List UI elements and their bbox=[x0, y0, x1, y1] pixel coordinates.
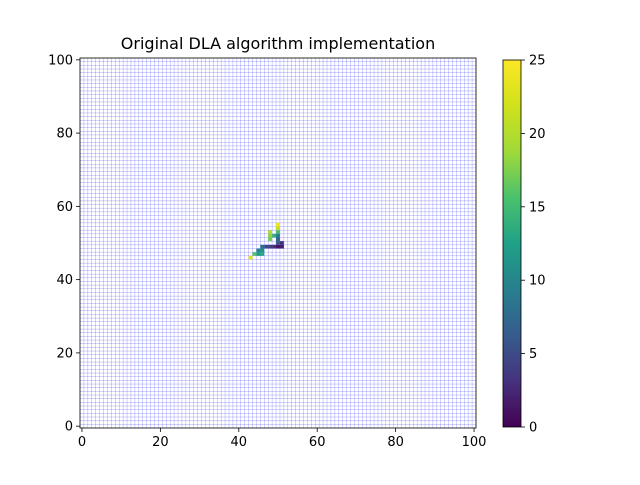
colorbar-tick-label: 25 bbox=[529, 54, 546, 69]
chart-title: Original DLA algorithm implementation bbox=[121, 34, 435, 53]
heatmap-cell bbox=[276, 222, 280, 227]
heatmap-cell bbox=[256, 248, 261, 253]
aggregate-cells bbox=[248, 222, 284, 260]
y-tick-label: 100 bbox=[48, 53, 73, 68]
heatmap-cell bbox=[272, 233, 277, 238]
x-tick-label: 0 bbox=[78, 435, 86, 450]
heatmap-cell bbox=[268, 244, 273, 249]
heatmap-cell bbox=[248, 255, 253, 260]
colorbar-gradient bbox=[503, 60, 521, 427]
x-tick-label: 80 bbox=[387, 435, 404, 450]
x-tick-label: 40 bbox=[231, 435, 248, 450]
heatmap-cell bbox=[260, 248, 265, 253]
heatmap-cell bbox=[276, 237, 280, 242]
colorbar-tick-label: 15 bbox=[529, 200, 546, 215]
heatmap-cell bbox=[279, 241, 284, 245]
heatmap-cell bbox=[260, 244, 265, 249]
x-tick-label: 100 bbox=[462, 435, 487, 450]
heatmap-cell bbox=[276, 226, 280, 231]
y-tick-label: 80 bbox=[56, 127, 73, 142]
plot-area: 0 20 40 60 80 100 0 20 40 60 80 100 bbox=[48, 53, 486, 450]
heatmap-cell bbox=[268, 237, 273, 242]
heatmap-cell bbox=[279, 244, 284, 249]
heatmap-cell bbox=[260, 252, 265, 256]
colorbar-tick-label: 20 bbox=[529, 127, 546, 142]
heatmap-cell bbox=[252, 252, 257, 256]
y-tick-label: 0 bbox=[65, 420, 73, 435]
x-tick-label: 60 bbox=[309, 435, 326, 450]
heatmap-cell bbox=[268, 233, 273, 238]
colorbar-tick-label: 5 bbox=[529, 347, 537, 362]
plot-frame bbox=[79, 57, 477, 429]
colorbar-tick-label: 0 bbox=[529, 421, 537, 436]
colorbar-tick-label: 10 bbox=[529, 274, 546, 289]
y-tick-label: 20 bbox=[56, 346, 73, 361]
heatmap-cell bbox=[272, 244, 277, 249]
heatmap-cell bbox=[276, 241, 280, 245]
colorbar-frame bbox=[502, 59, 522, 428]
heatmap-cell bbox=[264, 244, 269, 249]
colorbar: 0 5 10 15 20 25 bbox=[502, 54, 546, 436]
y-tick-label: 40 bbox=[56, 273, 73, 288]
x-tick-label: 20 bbox=[152, 435, 169, 450]
heatmap-cell bbox=[268, 230, 273, 234]
heatmap-cell bbox=[256, 252, 261, 256]
y-tick-label: 60 bbox=[56, 200, 73, 215]
heatmap-cell bbox=[276, 233, 280, 238]
heatmap-cell bbox=[276, 230, 280, 234]
heatmap-cell bbox=[276, 244, 280, 249]
